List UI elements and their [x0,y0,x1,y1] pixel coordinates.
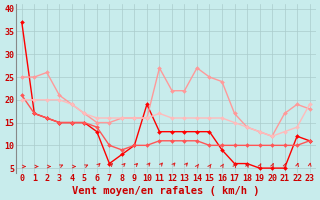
X-axis label: Vent moyen/en rafales ( km/h ): Vent moyen/en rafales ( km/h ) [72,186,260,196]
